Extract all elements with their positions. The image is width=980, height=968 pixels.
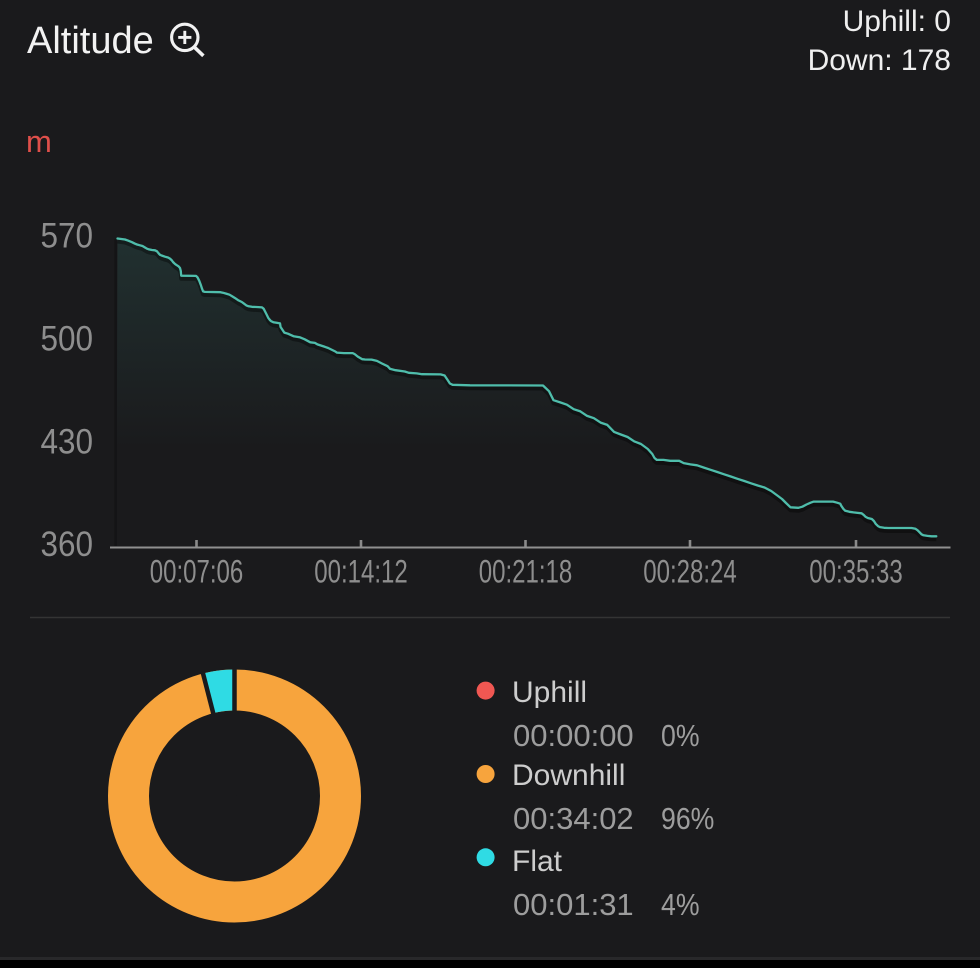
svg-text:360: 360 xyxy=(40,526,93,565)
svg-text:500: 500 xyxy=(40,320,93,359)
svg-text:00:21:18: 00:21:18 xyxy=(479,554,573,590)
svg-text:00:07:06: 00:07:06 xyxy=(150,554,244,590)
svg-text:430: 430 xyxy=(40,423,93,462)
svg-text:00:35:33: 00:35:33 xyxy=(809,554,903,590)
svg-text:570: 570 xyxy=(40,217,93,256)
svg-text:00:28:24: 00:28:24 xyxy=(643,554,737,590)
svg-text:00:14:12: 00:14:12 xyxy=(314,554,408,590)
